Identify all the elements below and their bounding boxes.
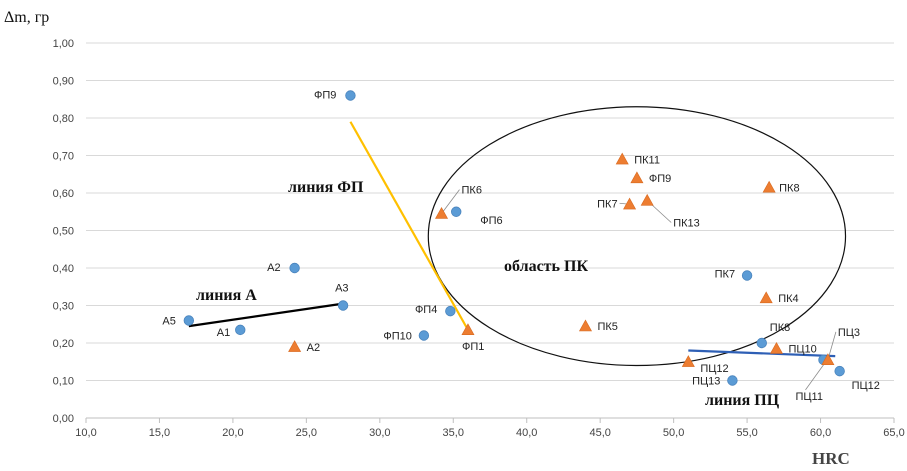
x-tick-label: 20,0 xyxy=(222,427,243,439)
y-axis-label: Δm, гр xyxy=(4,9,49,26)
axes xyxy=(85,417,895,423)
x-tick-label: 45,0 xyxy=(589,427,610,439)
circle-point-label: ПЦ11 xyxy=(795,391,822,403)
circle-point-label: ПЦ13 xyxy=(692,376,720,388)
triangle-point-label: ПЦ10 xyxy=(788,344,816,356)
x-tick-label: 25,0 xyxy=(296,427,317,439)
leader-line xyxy=(805,364,824,391)
trend-lines xyxy=(188,121,836,358)
y-tick-label: 0,50 xyxy=(53,226,74,238)
annotation-region-pk: область ПК xyxy=(504,258,588,275)
y-tick-labels: 0,00 0,10 0,20 0,30 0,40 0,50 0,60 0,70 0,80 0,90… xyxy=(53,38,74,425)
triangle-point-label: ПК11 xyxy=(634,154,660,166)
region-ellipse-pk xyxy=(427,106,847,367)
circle-point xyxy=(741,270,753,281)
circle-point xyxy=(445,305,456,317)
triangle-point xyxy=(630,171,644,184)
triangle-point-label: ПК4 xyxy=(778,293,798,305)
triangle-point xyxy=(762,180,776,193)
gridlines xyxy=(86,42,894,381)
y-tick-label: 0,30 xyxy=(53,301,74,313)
circle-point xyxy=(451,206,462,217)
circle-point-label: ФП6 xyxy=(480,215,502,227)
point-labels: ФП9 А2 А3 А5 А1 ФП6 ФП4 ФП10 ПК7 ПК8 ПЦ13 ПЦ11 ПЦ12 А… xyxy=(162,90,880,403)
triangle-point xyxy=(435,207,449,219)
triangle-point xyxy=(640,193,654,206)
x-tick-label: 30,0 xyxy=(369,427,390,439)
triangle-point-label: ПК5 xyxy=(597,321,617,333)
region-ellipse xyxy=(427,106,847,367)
triangle-point-label: ФП9 xyxy=(649,173,671,185)
triangle-point xyxy=(461,323,475,335)
triangle-point-label: ПЦ12 xyxy=(700,363,728,375)
annotation-line-pc: линия ПЦ xyxy=(705,392,780,409)
triangle-point xyxy=(681,355,695,367)
x-tick-label: 60,0 xyxy=(810,427,831,439)
x-axis-label: HRC xyxy=(812,449,850,468)
circle-point-label: ФП4 xyxy=(415,304,437,316)
annotation-line-fp: линия ФП xyxy=(288,179,364,196)
triangle-point-label: А2 xyxy=(307,342,320,354)
x-tick-label: 55,0 xyxy=(736,427,757,439)
line-pc xyxy=(688,349,836,358)
triangle-point xyxy=(288,340,302,352)
x-tick-label: 15,0 xyxy=(149,427,170,439)
circle-point-label: А3 xyxy=(335,283,348,295)
y-tick-label: 0,40 xyxy=(53,263,74,275)
y-tick-label: 0,00 xyxy=(53,413,74,425)
circle-point-label: А2 xyxy=(267,262,280,274)
x-tick-label: 10,0 xyxy=(75,427,96,439)
triangle-series xyxy=(288,152,835,367)
line-fp xyxy=(349,121,469,331)
y-tick-label: 1,00 xyxy=(53,38,74,50)
circle-point-label: ПЦ12 xyxy=(852,380,880,392)
circle-point-label: ФП9 xyxy=(314,90,336,102)
circle-point xyxy=(834,365,845,377)
y-tick-label: 0,10 xyxy=(53,376,74,388)
x-tick-label: 35,0 xyxy=(443,427,464,439)
y-tick-label: 0,80 xyxy=(53,113,74,125)
y-tick-label: 0,90 xyxy=(53,76,74,88)
line-a xyxy=(188,302,344,328)
circle-point xyxy=(235,324,246,336)
circle-point-label: ФП10 xyxy=(383,331,412,343)
x-tick-label: 50,0 xyxy=(663,427,684,439)
x-tick-label: 65,0 xyxy=(883,427,904,439)
y-tick-label: 0,70 xyxy=(53,151,74,163)
x-tick-label: 40,0 xyxy=(516,427,537,439)
leader-line xyxy=(441,189,460,214)
circle-point-label: ПК8 xyxy=(770,322,790,334)
circle-point-label: А1 xyxy=(217,327,230,339)
triangle-point xyxy=(578,319,593,332)
annotation-line-a: линия А xyxy=(196,287,257,304)
triangle-point-label: ФП1 xyxy=(462,341,484,353)
circle-point-label: ПК7 xyxy=(715,269,735,281)
circle-point xyxy=(337,300,349,311)
y-tick-label: 0,60 xyxy=(53,188,74,200)
y-tick-label: 0,20 xyxy=(53,338,74,350)
circle-point xyxy=(756,337,767,349)
triangle-point-label: ПК8 xyxy=(779,182,799,194)
circle-point xyxy=(727,375,738,386)
x-tick-labels: 10,0 15,0 20,0 25,0 30,0 35,0 40,0 45,0 50,0 55,0… xyxy=(75,427,904,439)
triangle-point-label: ПЦ3 xyxy=(838,327,860,339)
triangle-point xyxy=(623,197,637,210)
circle-point-label: А5 xyxy=(162,316,175,328)
circle-point xyxy=(345,90,356,101)
circle-point xyxy=(183,315,195,326)
triangle-point-label: ПК6 xyxy=(462,185,482,197)
triangle-point xyxy=(821,353,835,365)
triangle-point xyxy=(759,291,773,304)
triangle-point-label: ПК13 xyxy=(673,218,700,230)
circle-point xyxy=(418,330,430,341)
circle-point xyxy=(289,262,300,274)
leader-line xyxy=(827,331,837,360)
triangle-point xyxy=(615,152,629,165)
triangle-point xyxy=(769,342,783,354)
triangle-point-label: ПК7 xyxy=(597,198,617,210)
